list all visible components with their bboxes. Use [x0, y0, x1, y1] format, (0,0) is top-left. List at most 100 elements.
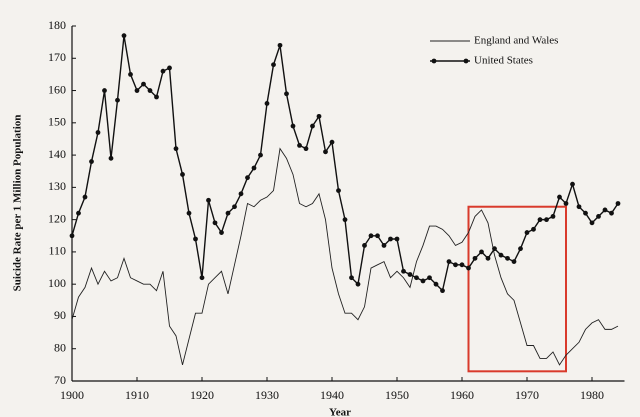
series-point — [167, 65, 172, 71]
y-tick-label: 110 — [48, 244, 66, 258]
series-point — [459, 262, 465, 268]
series-point — [89, 159, 94, 164]
series-point — [297, 143, 302, 148]
series-point — [570, 181, 575, 187]
series-point — [154, 94, 159, 100]
series-line — [71, 147, 619, 366]
series-point — [316, 113, 322, 119]
legend-label: United States — [474, 55, 533, 67]
series-point — [524, 230, 530, 235]
series-point — [563, 201, 569, 206]
series-point — [225, 210, 231, 216]
y-tick-label: 160 — [48, 82, 66, 96]
series-point — [82, 194, 88, 200]
x-tick-label: 1950 — [385, 388, 409, 402]
series-point — [355, 281, 361, 287]
series-point — [277, 42, 283, 48]
series-point — [95, 130, 101, 135]
series-point — [511, 259, 517, 264]
series-point — [602, 207, 608, 213]
series-point — [206, 197, 211, 203]
x-tick-label: 1970 — [515, 388, 539, 402]
series-point — [173, 146, 179, 152]
series-point — [368, 233, 374, 239]
series-point — [160, 68, 166, 74]
y-tick-label: 150 — [48, 115, 66, 129]
series-point — [284, 91, 289, 97]
y-tick-label: 100 — [48, 276, 66, 290]
y-tick-label: 140 — [48, 147, 66, 161]
series-point — [141, 81, 146, 87]
legend-marker — [463, 58, 469, 64]
series-point — [349, 275, 354, 281]
series-point — [609, 210, 614, 216]
series-point — [115, 97, 120, 103]
series-point — [258, 152, 263, 158]
series-point — [336, 188, 341, 193]
x-tick-label: 1910 — [125, 388, 149, 402]
series-point — [615, 201, 621, 206]
x-tick-label: 1940 — [320, 388, 344, 402]
series-line — [71, 35, 619, 293]
x-tick-label: 1920 — [190, 388, 214, 402]
series-point — [76, 210, 81, 216]
series-point — [238, 191, 244, 197]
series-point — [128, 72, 133, 77]
series-point — [121, 33, 127, 39]
y-tick-label: 180 — [48, 18, 66, 32]
x-tick-label: 1930 — [255, 388, 279, 402]
series-point — [498, 252, 504, 258]
series-point — [485, 255, 491, 261]
series-point — [531, 226, 536, 232]
y-axis-label: Suicide Rate per 1 Million Population — [12, 115, 24, 292]
series-point — [492, 246, 497, 252]
series-point — [381, 243, 387, 248]
series-point — [303, 146, 309, 152]
series-point — [186, 210, 192, 216]
series-point — [440, 288, 445, 294]
series-point — [401, 268, 406, 274]
series-point — [271, 62, 276, 68]
series-point — [433, 281, 439, 287]
series-point — [69, 233, 75, 239]
series-point — [453, 262, 458, 268]
series-point — [264, 101, 270, 106]
series-point — [232, 204, 237, 210]
series-point — [310, 123, 315, 129]
x-tick-label: 1900 — [60, 388, 84, 402]
series-point — [518, 246, 523, 252]
y-tick-label: 170 — [48, 50, 66, 64]
series-point — [407, 272, 413, 277]
y-tick-label: 120 — [48, 211, 66, 225]
series-point — [342, 217, 348, 223]
series-point — [323, 149, 328, 155]
series-point — [245, 175, 250, 181]
series-point — [219, 230, 224, 235]
series-point — [472, 255, 478, 261]
y-tick-label: 70 — [54, 373, 66, 387]
series-point — [251, 165, 257, 171]
series-point — [550, 214, 556, 219]
series-point — [557, 194, 562, 200]
legend-label: England and Wales — [474, 35, 558, 47]
series-point — [414, 275, 419, 281]
series-point — [583, 210, 588, 216]
series-point — [212, 220, 218, 226]
y-tick-label: 130 — [48, 179, 66, 193]
series-point — [537, 217, 543, 223]
series-point — [596, 214, 601, 219]
highlight-box — [467, 205, 567, 373]
series-point — [446, 259, 452, 264]
x-tick-label: 1980 — [580, 388, 604, 402]
series-point — [193, 236, 198, 242]
y-tick-label: 80 — [54, 340, 66, 354]
series-point — [290, 123, 296, 129]
series-point — [329, 139, 335, 145]
series-point — [362, 243, 367, 248]
series-point — [479, 249, 484, 255]
x-tick-label: 1960 — [450, 388, 474, 402]
series-point — [199, 275, 205, 281]
series-point — [505, 255, 510, 261]
series-point — [420, 278, 426, 284]
